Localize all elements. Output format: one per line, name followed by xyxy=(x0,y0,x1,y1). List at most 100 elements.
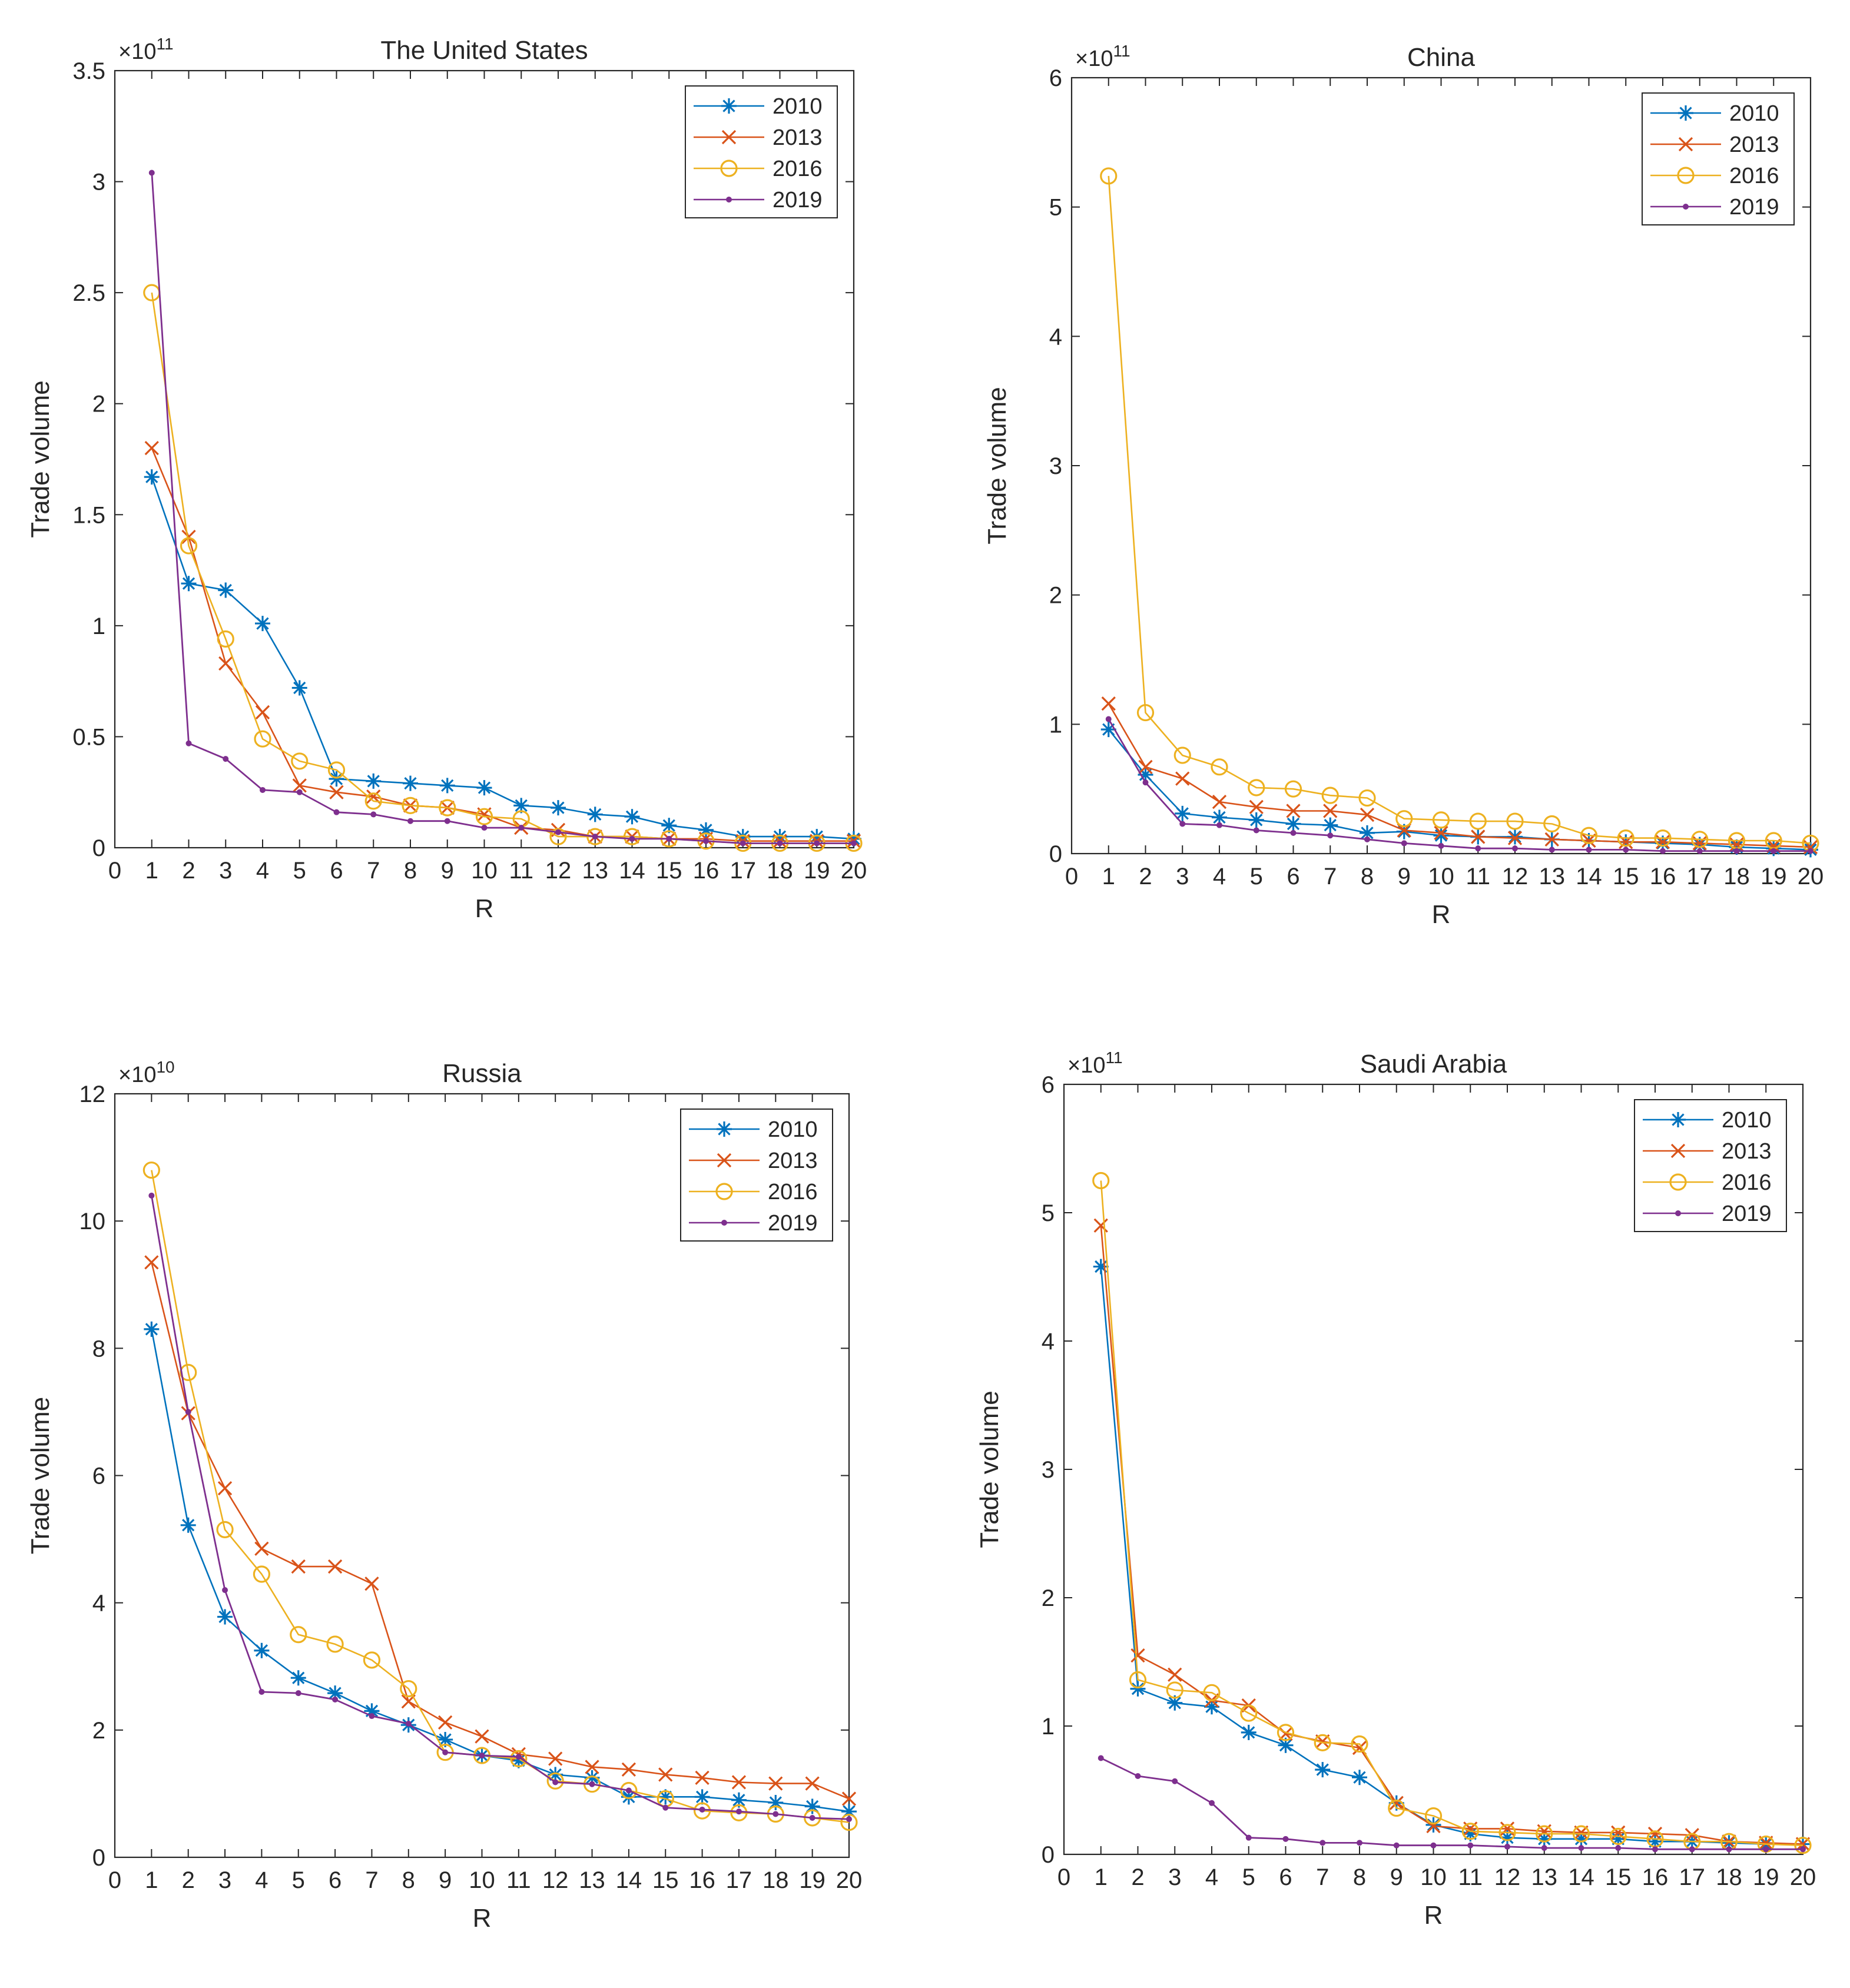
legend: 2010 2013 2016 2019 xyxy=(680,1108,833,1242)
chart-title: Russia xyxy=(442,1059,522,1088)
data-point-2016 xyxy=(549,828,567,845)
data-point-2019 xyxy=(773,1811,779,1817)
data-point-2013 xyxy=(731,1775,747,1790)
data-point-2019 xyxy=(1179,821,1186,827)
x-tick-label: 18 xyxy=(767,858,793,884)
data-point-2019 xyxy=(1726,1846,1732,1853)
y-tick-label: 0 xyxy=(92,1845,105,1871)
y-axis-label: Trade volume xyxy=(983,387,1012,544)
legend-entry-2016: 2016 xyxy=(689,1180,818,1204)
data-point-2019 xyxy=(662,1804,669,1811)
data-point-2019 xyxy=(296,789,303,795)
data-point-2019 xyxy=(1771,848,1777,854)
data-point-2019 xyxy=(1438,842,1444,849)
legend-marker-2013 xyxy=(1670,1143,1686,1159)
x-tick-label: 17 xyxy=(730,858,757,884)
legend-marker-2013 xyxy=(1678,137,1693,152)
legend-label: 2013 xyxy=(1729,132,1779,157)
data-point-2013 xyxy=(1471,829,1486,844)
data-point-2019 xyxy=(1763,1846,1769,1853)
y-axis-label: Trade volume xyxy=(26,1397,55,1554)
data-point-2013 xyxy=(1168,1667,1182,1682)
legend-entry-2019: 2019 xyxy=(1643,1202,1772,1226)
y-multiplier-base: ×10 xyxy=(118,1063,156,1087)
x-tick-label: 11 xyxy=(506,1867,531,1893)
data-point-2016 xyxy=(180,1363,197,1382)
y-tick-label: 4 xyxy=(1042,1329,1055,1355)
data-point-2019 xyxy=(699,1806,705,1813)
y-tick-label: 0 xyxy=(1049,841,1062,867)
legend-marker-2010 xyxy=(717,1121,732,1137)
x-tick-label: 14 xyxy=(1568,1864,1594,1890)
data-point-2016 xyxy=(840,1813,858,1831)
x-tick-label: 11 xyxy=(509,858,533,884)
data-point-2016 xyxy=(1166,1681,1183,1699)
data-point-2010 xyxy=(1647,1834,1663,1850)
data-point-2010 xyxy=(290,1670,306,1686)
data-point-2010 xyxy=(1360,825,1375,841)
data-point-2019 xyxy=(1401,840,1407,847)
data-point-2016 xyxy=(1129,1671,1147,1689)
series-line-2019 xyxy=(151,172,854,844)
legend: 2010 2013 2016 2019 xyxy=(1634,1099,1787,1232)
legend-label: 2010 xyxy=(1722,1108,1772,1133)
data-point-2013 xyxy=(364,1577,379,1591)
data-point-2019 xyxy=(809,1814,815,1821)
data-point-2013 xyxy=(695,1770,710,1785)
x-tick-label: 6 xyxy=(1279,1864,1292,1890)
y-tick-label: 2 xyxy=(1049,583,1062,609)
data-point-2013 xyxy=(1507,831,1523,845)
x-tick-label: 13 xyxy=(582,858,609,884)
data-point-2010 xyxy=(551,800,566,816)
legend-marker-2016 xyxy=(715,1183,733,1200)
legend-label: 2013 xyxy=(1722,1139,1772,1164)
x-tick-label: 0 xyxy=(108,858,121,884)
data-point-2019 xyxy=(777,840,783,847)
data-point-2019 xyxy=(1135,1773,1141,1780)
data-point-2010 xyxy=(1138,767,1153,782)
data-point-2019 xyxy=(1216,822,1222,828)
y-multiplier-base: ×10 xyxy=(1067,1053,1105,1078)
x-tick-label: 17 xyxy=(1687,864,1713,890)
x-tick-label: 15 xyxy=(1613,864,1639,890)
y-tick-label: 4 xyxy=(92,1591,105,1617)
legend-label: 2019 xyxy=(773,188,823,213)
x-tick-label: 1 xyxy=(145,1867,158,1893)
data-point-2010 xyxy=(218,582,234,598)
legend-entry-2010: 2010 xyxy=(689,1117,818,1142)
data-point-2013 xyxy=(1434,825,1448,840)
data-point-2013 xyxy=(181,529,196,545)
data-point-2016 xyxy=(142,1161,160,1179)
x-tick-label: 7 xyxy=(1324,864,1337,890)
legend-label: 2016 xyxy=(1729,164,1779,188)
legend-entry-2019: 2019 xyxy=(1650,195,1779,220)
data-point-2019 xyxy=(222,1587,228,1594)
data-point-2010 xyxy=(1315,1762,1331,1778)
data-point-2013 xyxy=(841,1791,857,1806)
data-point-2013 xyxy=(658,1767,673,1782)
data-point-2013 xyxy=(1249,799,1264,815)
data-point-2010 xyxy=(694,1789,710,1805)
data-point-2016 xyxy=(326,1635,344,1653)
data-point-2019 xyxy=(1172,1778,1178,1784)
x-tick-label: 18 xyxy=(1716,1864,1742,1890)
data-point-2013 xyxy=(254,1541,269,1556)
data-point-2019 xyxy=(629,835,635,842)
data-point-2016 xyxy=(402,796,419,814)
data-point-2016 xyxy=(1351,1735,1368,1753)
y-tick-label: 1 xyxy=(1049,712,1062,738)
y-tick-label: 2.5 xyxy=(72,280,105,306)
data-point-2016 xyxy=(291,752,309,770)
data-point-2010 xyxy=(841,1804,857,1820)
data-point-2016 xyxy=(1461,1823,1479,1840)
legend-marker-2019 xyxy=(1675,1210,1681,1216)
legend-marker-2019 xyxy=(1683,204,1689,210)
data-point-2010 xyxy=(587,807,603,822)
data-point-2010 xyxy=(144,469,160,485)
data-point-2016 xyxy=(1654,829,1672,847)
y-multiplier-exponent: 11 xyxy=(1113,42,1130,60)
data-point-2010 xyxy=(584,1770,600,1785)
x-tick-label: 4 xyxy=(256,858,269,884)
data-point-2019 xyxy=(1733,848,1740,854)
data-point-2016 xyxy=(216,1521,234,1538)
